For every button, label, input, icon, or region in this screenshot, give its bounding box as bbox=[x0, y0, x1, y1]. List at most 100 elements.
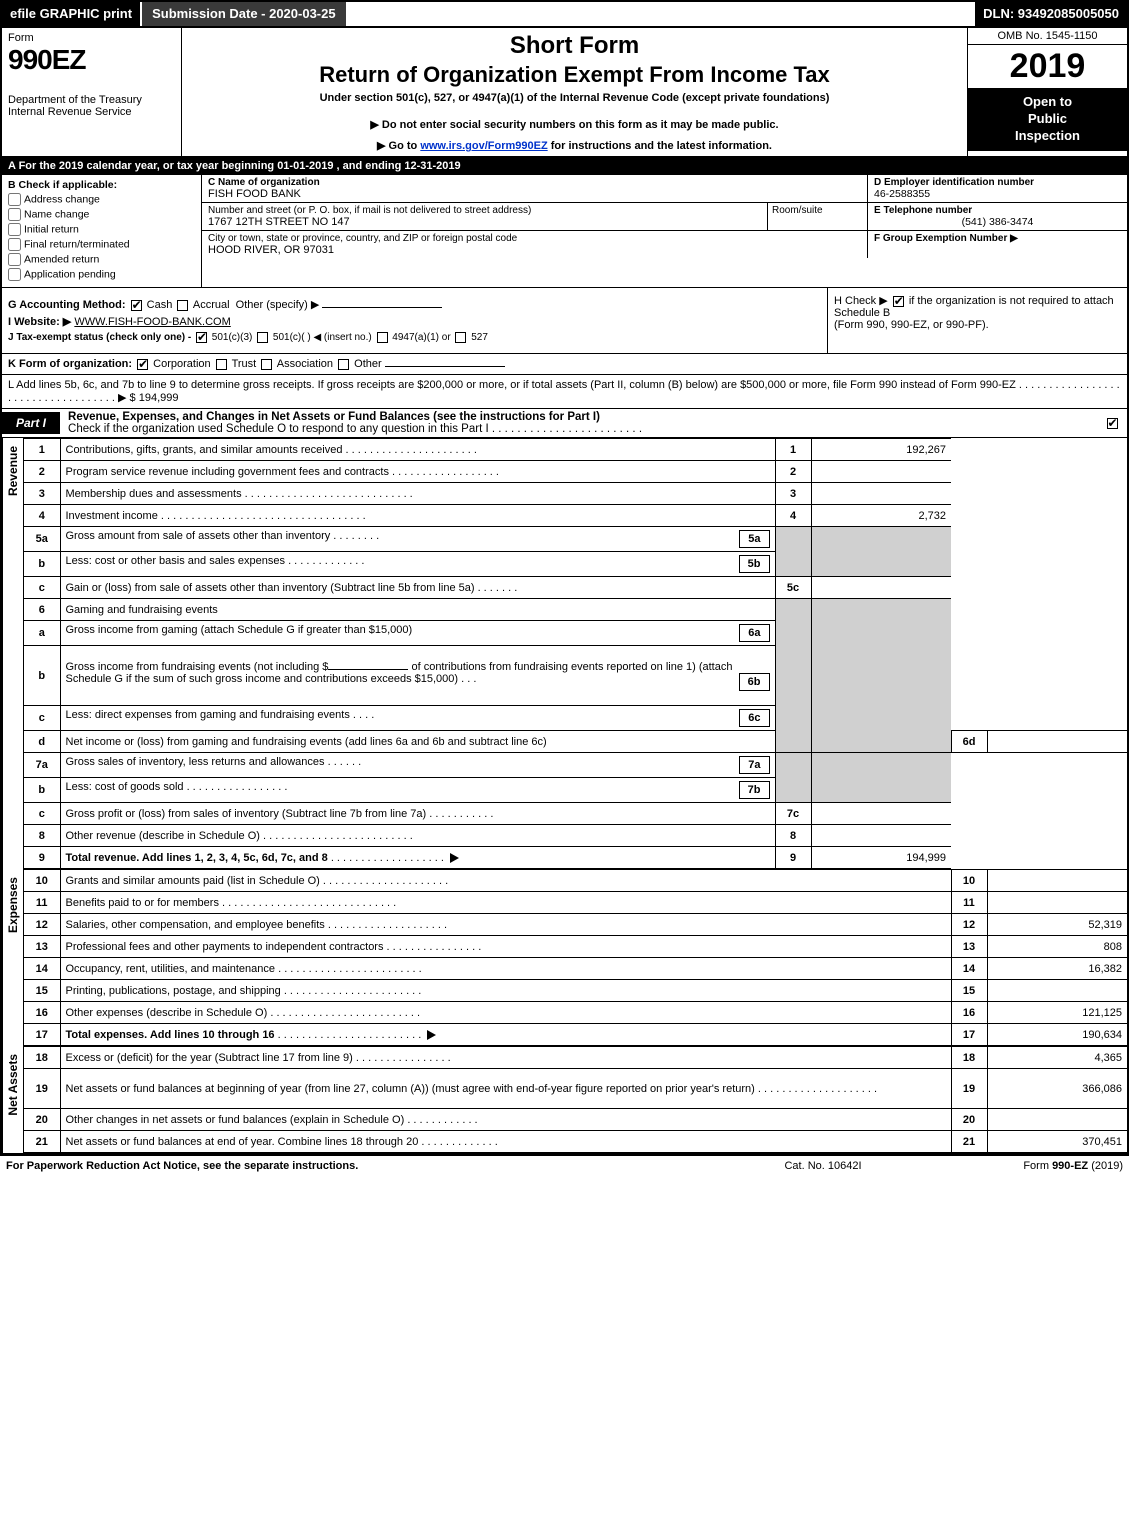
period-line: A For the 2019 calendar year, or tax yea… bbox=[2, 157, 1127, 175]
chk-527[interactable] bbox=[455, 332, 466, 343]
line-6b: bGross income from fundraising events (n… bbox=[24, 646, 1127, 706]
group-label: F Group Exemption Number ▶ bbox=[874, 233, 1121, 244]
l-amount: $ 194,999 bbox=[130, 392, 179, 404]
row-g-h: G Accounting Method: Cash Accrual Other … bbox=[2, 288, 1127, 354]
arrow-icon bbox=[427, 1030, 436, 1040]
chk-h[interactable] bbox=[893, 296, 904, 307]
net-assets-section: Net Assets 18Excess or (deficit) for the… bbox=[2, 1046, 1127, 1153]
return-title: Return of Organization Exempt From Incom… bbox=[190, 62, 959, 88]
line-2: 2Program service revenue including gover… bbox=[24, 461, 1127, 483]
chk-501c[interactable] bbox=[257, 332, 268, 343]
chk-cash[interactable] bbox=[131, 300, 142, 311]
k-label: K Form of organization: bbox=[8, 358, 132, 370]
inspect-1: Open to bbox=[972, 94, 1123, 111]
dept-treasury: Department of the Treasury bbox=[8, 94, 175, 106]
org-name-cell: C Name of organization FISH FOOD BANK bbox=[202, 175, 867, 202]
chk-501c3[interactable] bbox=[196, 332, 207, 343]
line-10: 10Grants and similar amounts paid (list … bbox=[24, 870, 1127, 892]
lbl-other-org: Other bbox=[354, 358, 382, 370]
line-6: 6Gaming and fundraising events bbox=[24, 599, 1127, 621]
line-18: 18Excess or (deficit) for the year (Subt… bbox=[24, 1047, 1127, 1069]
efile-print-label[interactable]: efile GRAPHIC print bbox=[2, 2, 140, 26]
chk-other-org[interactable] bbox=[338, 359, 349, 370]
form-word: Form bbox=[8, 32, 175, 44]
chk-amended-return[interactable]: Amended return bbox=[8, 253, 195, 266]
line-15: 15Printing, publications, postage, and s… bbox=[24, 980, 1127, 1002]
col-g: G Accounting Method: Cash Accrual Other … bbox=[2, 288, 827, 353]
topbar-spacer bbox=[346, 2, 976, 26]
street-cell: Number and street (or P. O. box, if mail… bbox=[202, 203, 767, 230]
chk-accrual[interactable] bbox=[177, 300, 188, 311]
ein-value: 46-2588355 bbox=[874, 188, 1121, 200]
chk-association[interactable] bbox=[261, 359, 272, 370]
phone-value: (541) 386-3474 bbox=[874, 216, 1121, 228]
form-990ez: efile GRAPHIC print Submission Date - 20… bbox=[0, 0, 1129, 1155]
part1-tab: Part I bbox=[2, 412, 60, 434]
city-value: HOOD RIVER, OR 97031 bbox=[208, 244, 861, 256]
lbl-527: 527 bbox=[471, 332, 488, 343]
part1-title: Revenue, Expenses, and Changes in Net As… bbox=[60, 409, 1097, 437]
chk-final-return[interactable]: Final return/terminated bbox=[8, 238, 195, 251]
submission-date: Submission Date - 2020-03-25 bbox=[140, 2, 346, 26]
chk-application-pending[interactable]: Application pending bbox=[8, 268, 195, 281]
line-4: 4Investment income . . . . . . . . . . .… bbox=[24, 505, 1127, 527]
revenue-section: Revenue 1Contributions, gifts, grants, a… bbox=[2, 438, 1127, 869]
other-org-input[interactable] bbox=[385, 366, 505, 367]
page-footer: For Paperwork Reduction Act Notice, see … bbox=[0, 1155, 1129, 1176]
line-7b: bLess: cost of goods sold . . . . . . . … bbox=[24, 778, 1127, 803]
j-tax-exempt: J Tax-exempt status (check only one) - 5… bbox=[8, 332, 821, 343]
chk-name-change[interactable]: Name change bbox=[8, 208, 195, 221]
irs-link[interactable]: www.irs.gov/Form990EZ bbox=[420, 140, 547, 152]
part1-header: Part I Revenue, Expenses, and Changes in… bbox=[2, 408, 1127, 438]
city-label: City or town, state or province, country… bbox=[208, 233, 861, 244]
line-21: 21Net assets or fund balances at end of … bbox=[24, 1131, 1127, 1153]
line-11: 11Benefits paid to or for members . . . … bbox=[24, 892, 1127, 914]
form-ref: Form 990-EZ (2019) bbox=[923, 1160, 1123, 1172]
line-6d: dNet income or (loss) from gaming and fu… bbox=[24, 731, 1127, 753]
expenses-table: 10Grants and similar amounts paid (list … bbox=[24, 869, 1127, 1046]
box-cd: C Name of organization FISH FOOD BANK D … bbox=[202, 175, 1127, 287]
chk-4947[interactable] bbox=[377, 332, 388, 343]
j-label: J Tax-exempt status (check only one) - bbox=[8, 332, 194, 343]
h-text3: (Form 990, 990-EZ, or 990-PF). bbox=[834, 319, 989, 331]
box-b-header: B Check if applicable: bbox=[8, 179, 195, 191]
street-value: 1767 12TH STREET NO 147 bbox=[208, 216, 761, 228]
topbar: efile GRAPHIC print Submission Date - 20… bbox=[2, 2, 1127, 28]
expenses-section: Expenses 10Grants and similar amounts pa… bbox=[2, 869, 1127, 1046]
goto-line: ▶ Go to www.irs.gov/Form990EZ for instru… bbox=[190, 139, 959, 152]
part1-schedule-o-chk[interactable] bbox=[1097, 417, 1127, 429]
line-14: 14Occupancy, rent, utilities, and mainte… bbox=[24, 958, 1127, 980]
ein-label: D Employer identification number bbox=[874, 177, 1121, 188]
net-assets-side-label: Net Assets bbox=[2, 1046, 24, 1153]
phone-cell: E Telephone number (541) 386-3474 bbox=[867, 203, 1127, 230]
city-cell: City or town, state or province, country… bbox=[202, 231, 867, 258]
chk-address-change[interactable]: Address change bbox=[8, 193, 195, 206]
row-l: L Add lines 5b, 6c, and 7b to line 9 to … bbox=[2, 375, 1127, 408]
line-5b: bLess: cost or other basis and sales exp… bbox=[24, 552, 1127, 577]
website-value[interactable]: WWW.FISH-FOOD-BANK.COM bbox=[74, 316, 230, 328]
expenses-side-label: Expenses bbox=[2, 869, 24, 1046]
chk-trust[interactable] bbox=[216, 359, 227, 370]
header-right: OMB No. 1545-1150 2019 Open to Public In… bbox=[967, 28, 1127, 156]
chk-corporation[interactable] bbox=[137, 359, 148, 370]
omb-number: OMB No. 1545-1150 bbox=[968, 28, 1127, 45]
inspect-2: Public bbox=[972, 111, 1123, 128]
cat-no: Cat. No. 10642I bbox=[723, 1160, 923, 1172]
inspect-3: Inspection bbox=[972, 128, 1123, 145]
lbl-assoc: Association bbox=[277, 358, 333, 370]
net-assets-table: 18Excess or (deficit) for the year (Subt… bbox=[24, 1046, 1127, 1153]
other-specify-input[interactable] bbox=[322, 307, 442, 308]
dln-label: DLN: 93492085005050 bbox=[975, 2, 1127, 26]
short-form-title: Short Form bbox=[190, 32, 959, 60]
phone-label: E Telephone number bbox=[874, 205, 1121, 216]
line-6c: cLess: direct expenses from gaming and f… bbox=[24, 706, 1127, 731]
box-b: B Check if applicable: Address change Na… bbox=[2, 175, 202, 287]
dept-irs: Internal Revenue Service bbox=[8, 106, 175, 118]
ein-cell: D Employer identification number 46-2588… bbox=[867, 175, 1127, 202]
lbl-501c3: 501(c)(3) bbox=[212, 332, 253, 343]
line-9: 9Total revenue. Add lines 1, 2, 3, 4, 5c… bbox=[24, 847, 1127, 869]
chk-initial-return[interactable]: Initial return bbox=[8, 223, 195, 236]
org-name-label: C Name of organization bbox=[208, 177, 861, 188]
line-12: 12Salaries, other compensation, and empl… bbox=[24, 914, 1127, 936]
h-text1: H Check ▶ bbox=[834, 295, 888, 307]
